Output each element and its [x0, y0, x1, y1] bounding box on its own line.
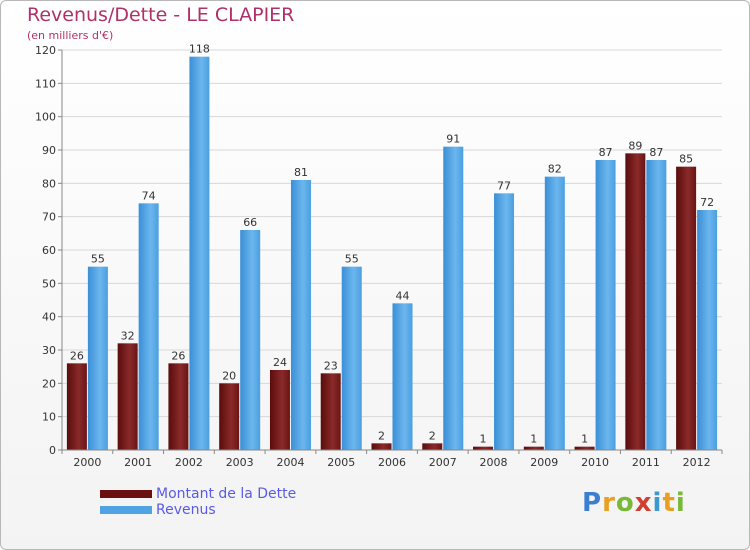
y-tick-label: 80	[42, 177, 56, 190]
value-label-dette: 24	[273, 356, 287, 369]
bar-revenus	[646, 160, 667, 450]
bar-dette	[523, 446, 544, 450]
bar-dette	[168, 363, 189, 450]
bar-revenus	[697, 210, 718, 450]
x-tick-label: 2006	[378, 456, 406, 469]
bar-revenus	[189, 56, 210, 451]
y-tick-label: 60	[42, 244, 56, 257]
y-tick-label: 30	[42, 344, 56, 357]
value-label-revenus: 66	[243, 216, 257, 229]
value-label-revenus: 77	[497, 179, 511, 192]
value-label-dette: 32	[121, 329, 135, 342]
x-tick-label: 2010	[581, 456, 609, 469]
x-tick-label: 2007	[429, 456, 457, 469]
y-tick-label: 120	[35, 44, 56, 57]
bar-revenus	[544, 176, 565, 450]
bar-dette	[625, 153, 646, 451]
bar-dette	[574, 446, 595, 450]
y-tick-label: 50	[42, 277, 56, 290]
bar-dette	[269, 370, 290, 450]
value-label-revenus: 55	[91, 253, 105, 266]
bar-revenus	[341, 266, 362, 450]
y-tick-label: 90	[42, 144, 56, 157]
x-tick-label: 2005	[327, 456, 355, 469]
bar-dette	[676, 166, 697, 450]
x-tick-label: 2008	[480, 456, 508, 469]
value-label-dette: 20	[222, 369, 236, 382]
value-label-revenus: 72	[700, 196, 714, 209]
x-tick-label: 2004	[276, 456, 304, 469]
value-label-revenus: 55	[345, 253, 359, 266]
x-tick-label: 2003	[226, 456, 254, 469]
bar-revenus	[290, 180, 311, 450]
x-tick-label: 2011	[632, 456, 660, 469]
value-label-dette: 85	[679, 153, 693, 166]
bar-dette	[320, 373, 341, 450]
value-label-revenus: 81	[294, 166, 308, 179]
value-label-dette: 23	[324, 359, 338, 372]
value-label-dette: 1	[480, 433, 487, 446]
bar-revenus	[138, 203, 159, 450]
proxiti-logo: Proxiti	[582, 488, 686, 518]
value-label-dette: 2	[378, 429, 385, 442]
bar-revenus	[87, 266, 108, 450]
x-tick-label: 2002	[175, 456, 203, 469]
y-tick-label: 110	[35, 77, 56, 90]
bar-dette	[473, 446, 494, 450]
legend: Montant de la Dette Revenus	[100, 486, 296, 518]
y-tick-label: 70	[42, 211, 56, 224]
y-tick-label: 100	[35, 111, 56, 124]
value-label-dette: 26	[171, 349, 185, 362]
y-tick-label: 0	[49, 444, 56, 457]
bar-dette	[422, 443, 443, 450]
legend-label-dette: Montant de la Dette	[156, 486, 297, 502]
bar-revenus	[443, 146, 464, 450]
legend-label-revenus: Revenus	[156, 502, 216, 518]
value-label-revenus: 87	[649, 146, 663, 159]
x-tick-label: 2012	[683, 456, 711, 469]
value-label-dette: 1	[530, 433, 537, 446]
value-label-revenus: 87	[599, 146, 613, 159]
bar-revenus	[240, 230, 261, 450]
bar-revenus	[392, 303, 413, 450]
legend-swatch-dette	[100, 490, 152, 498]
value-label-revenus: 118	[189, 43, 210, 56]
value-label-dette: 2	[429, 429, 436, 442]
chart-title: Revenus/Dette - LE CLAPIER	[27, 4, 295, 26]
bar-revenus	[494, 193, 515, 451]
value-label-revenus: 91	[446, 133, 460, 146]
bar-dette	[117, 343, 138, 450]
value-label-revenus: 82	[548, 163, 562, 176]
y-tick-label: 10	[42, 411, 56, 424]
value-label-dette: 1	[581, 433, 588, 446]
legend-item-revenus: Revenus	[100, 502, 296, 518]
x-tick-label: 2000	[73, 456, 101, 469]
bar-revenus	[595, 160, 616, 450]
value-label-dette: 26	[70, 349, 84, 362]
legend-item-dette: Montant de la Dette	[100, 486, 296, 502]
x-tick-label: 2001	[124, 456, 152, 469]
x-tick-label: 2009	[530, 456, 558, 469]
value-label-revenus: 44	[396, 289, 410, 302]
value-label-revenus: 74	[142, 189, 156, 202]
value-label-dette: 89	[628, 139, 642, 152]
legend-swatch-revenus	[100, 506, 152, 514]
bar-dette	[371, 443, 392, 450]
bar-dette	[219, 383, 240, 450]
bar-dette	[66, 363, 87, 450]
y-tick-label: 40	[42, 311, 56, 324]
chart-subtitle: (en milliers d'€)	[27, 29, 114, 42]
y-tick-label: 20	[42, 377, 56, 390]
